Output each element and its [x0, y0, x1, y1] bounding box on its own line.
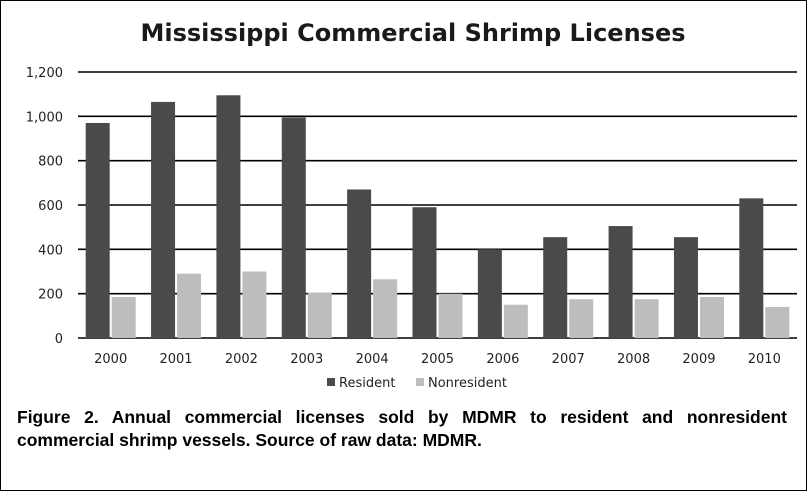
bar-nonresident-2005	[438, 293, 463, 338]
x-tick-label: 2004	[356, 352, 389, 367]
x-tick-label: 2000	[94, 352, 127, 367]
bar-resident-2002	[216, 95, 241, 339]
bar-nonresident-2006	[503, 304, 528, 338]
x-axis-ticks: 2000 2001 2002 2003 2004 2005 2006 2007 2008 2009…	[94, 352, 781, 367]
legend-label-nonresident: Nonresident	[428, 376, 507, 391]
bar-nonresident-2009	[699, 296, 724, 338]
bars	[85, 95, 790, 339]
x-tick-label: 2003	[290, 352, 323, 367]
y-tick-label: 0	[55, 332, 63, 347]
x-tick-label: 2001	[159, 352, 192, 367]
bar-nonresident-2004	[373, 279, 398, 338]
x-tick-label: 2009	[682, 352, 715, 367]
legend-swatch-resident	[327, 378, 335, 386]
bar-nonresident-2010	[765, 306, 790, 338]
bar-chart: 0 200 400 600 800 1,000 1,200 2000 2001 2002 2003…	[26, 19, 797, 391]
chart-title: Mississippi Commercial Shrimp Licenses	[140, 19, 685, 47]
x-tick-label: 2008	[617, 352, 650, 367]
bar-nonresident-2008	[634, 299, 659, 338]
bar-resident-2004	[347, 189, 372, 338]
bar-nonresident-2007	[569, 299, 594, 338]
bar-nonresident-2003	[307, 292, 332, 338]
bar-resident-2000	[85, 122, 110, 338]
bar-nonresident-2001	[177, 273, 202, 338]
bar-resident-2003	[281, 117, 306, 338]
x-tick-label: 2005	[421, 352, 454, 367]
bar-resident-2001	[151, 101, 176, 338]
bar-resident-2006	[477, 249, 502, 338]
y-tick-label: 800	[38, 155, 63, 170]
bar-resident-2005	[412, 207, 437, 338]
bar-resident-2009	[673, 237, 698, 338]
x-tick-label: 2006	[486, 352, 519, 367]
bar-resident-2008	[608, 226, 633, 338]
x-tick-label: 2010	[748, 352, 781, 367]
bar-nonresident-2002	[242, 271, 267, 338]
y-tick-label: 600	[38, 199, 63, 214]
y-tick-label: 1,000	[26, 110, 63, 125]
x-tick-label: 2007	[552, 352, 585, 367]
x-tick-label: 2002	[225, 352, 258, 367]
bar-resident-2007	[543, 237, 568, 338]
y-tick-label: 200	[38, 288, 63, 303]
y-tick-label: 1,200	[26, 66, 63, 81]
legend-label-resident: Resident	[339, 376, 395, 391]
bar-nonresident-2000	[111, 296, 136, 338]
bar-resident-2010	[739, 198, 764, 338]
y-tick-label: 400	[38, 243, 63, 258]
figure-caption: Figure 2. Annual commercial licenses sol…	[17, 407, 787, 450]
legend-swatch-nonresident	[416, 378, 424, 386]
y-axis-ticks: 0 200 400 600 800 1,000 1,200	[26, 66, 63, 347]
legend: Resident Nonresident	[327, 376, 507, 391]
